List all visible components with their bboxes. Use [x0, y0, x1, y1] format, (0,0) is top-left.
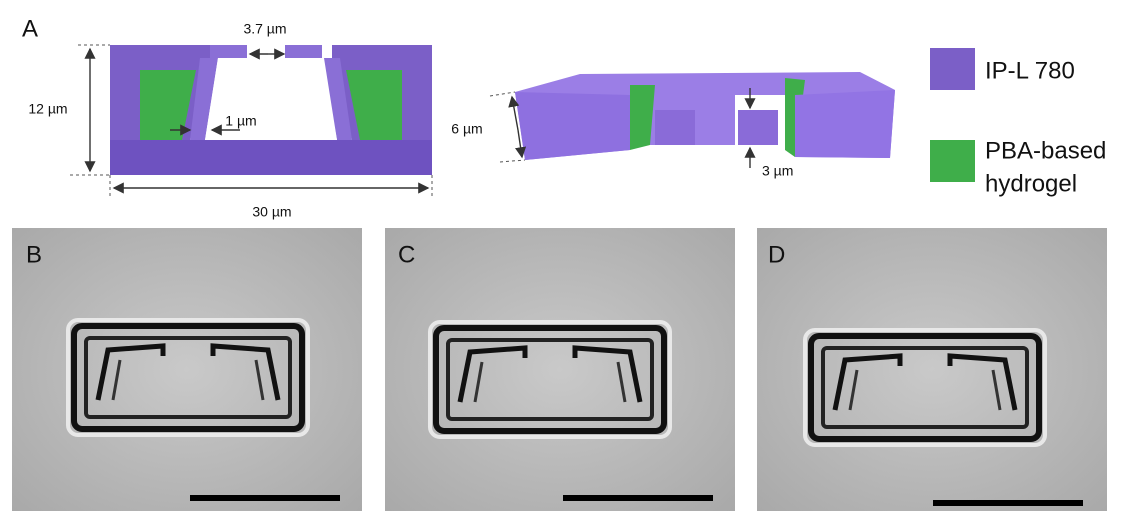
schematic-3d [515, 72, 895, 160]
dimension-label: 3.7 µm [243, 21, 286, 37]
legend-label: hydrogel [985, 170, 1077, 197]
panel-label: C [398, 241, 415, 268]
legend-swatch [930, 48, 975, 90]
dimension-label: 1 µm [225, 113, 256, 129]
panel-label: B [26, 241, 42, 268]
micrograph: C [385, 228, 735, 511]
dimension-label: 30 µm [252, 204, 291, 220]
legend-swatch [930, 140, 975, 182]
panel-label: A [22, 15, 38, 42]
dimension-label: 12 µm [28, 101, 67, 117]
schematic-2d [110, 45, 432, 175]
panel-label: D [768, 241, 785, 268]
dimension-label: 3 µm [762, 163, 793, 179]
legend-label: PBA-based [985, 137, 1106, 164]
figure: A 12 µm 3.7 µm 1 µm 30 µm 6 µm 3 µm IP-L… [0, 0, 1134, 514]
dimension-label: 6 µm [451, 121, 482, 137]
legend-label: IP-L 780 [985, 57, 1075, 84]
micrograph: D [757, 228, 1107, 511]
micrograph: B [12, 228, 362, 511]
